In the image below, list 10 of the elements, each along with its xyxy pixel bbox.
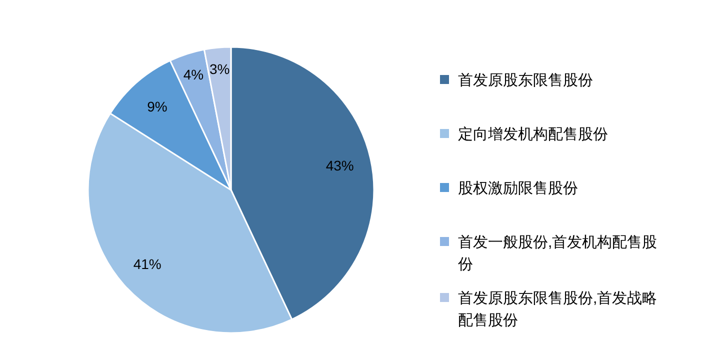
legend-label: 首发一般股份,首发机构配售股份 (458, 234, 658, 272)
legend-label: 定向增发机构配售股份 (458, 126, 608, 142)
data-label: 9% (147, 98, 168, 114)
legend-label: 首发原股东限售股份,首发战略配售股份 (458, 290, 658, 328)
legend-label: 股权激励限售股份 (458, 180, 578, 196)
legend-label: 首发原股东限售股份 (458, 72, 593, 88)
data-label: 4% (183, 66, 204, 82)
data-label: 43% (326, 158, 354, 174)
data-label: 41% (133, 256, 162, 272)
data-label: 3% (209, 60, 230, 77)
